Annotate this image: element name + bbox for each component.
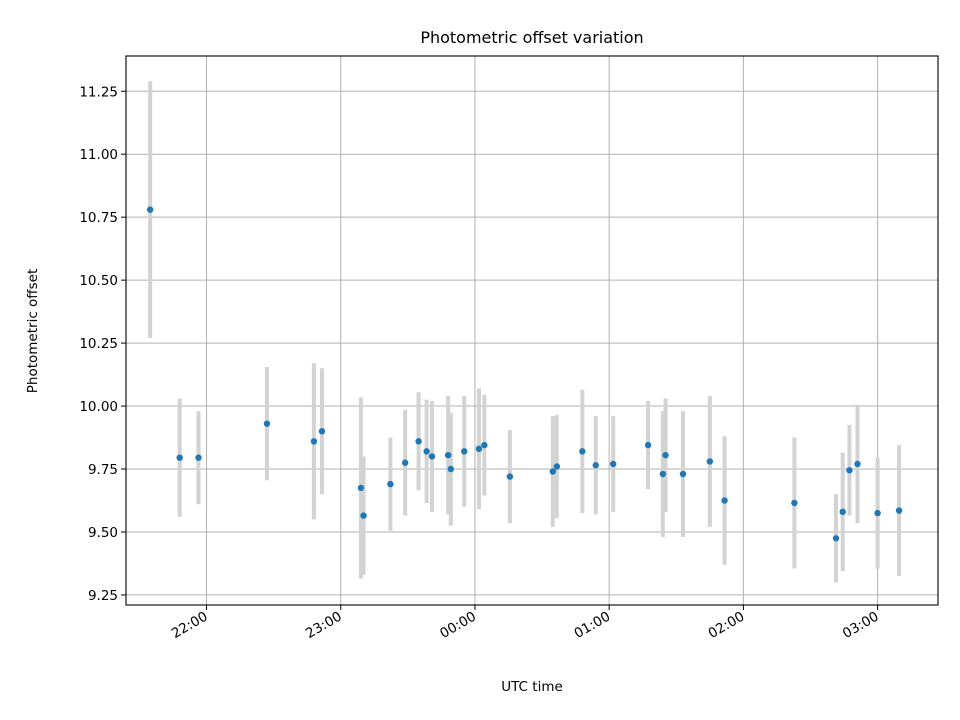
data-point xyxy=(481,441,488,449)
plot-frame xyxy=(125,55,939,606)
data-points xyxy=(146,206,903,542)
data-point xyxy=(461,448,468,455)
data-point xyxy=(263,420,271,427)
y-tick-label: 10.25 xyxy=(79,336,118,352)
y-tick-label: 11.00 xyxy=(79,147,118,163)
data-point xyxy=(579,448,586,455)
data-point xyxy=(318,428,326,435)
y-tick-label: 9.50 xyxy=(88,525,118,541)
y-axis-label: Photometric offset xyxy=(25,269,41,393)
data-point xyxy=(644,441,652,449)
data-point xyxy=(791,499,798,507)
data-point xyxy=(428,453,436,460)
data-point xyxy=(553,463,561,470)
data-point xyxy=(401,459,409,466)
y-tick-label: 11.25 xyxy=(79,84,118,100)
data-point xyxy=(874,509,881,517)
data-point xyxy=(195,454,202,461)
data-point xyxy=(721,497,728,504)
data-point xyxy=(423,448,430,455)
y-tick-label: 9.25 xyxy=(88,588,118,604)
data-point xyxy=(592,462,599,469)
data-point xyxy=(549,468,557,475)
data-point xyxy=(360,512,367,519)
chart-title: Photometric offset variation xyxy=(420,28,643,47)
data-point xyxy=(662,451,669,459)
y-tick-label: 10.50 xyxy=(79,273,118,289)
y-tick-label: 9.75 xyxy=(88,462,118,478)
data-point xyxy=(895,507,903,514)
data-point xyxy=(444,451,452,459)
x-axis-label: UTC time xyxy=(501,679,563,695)
y-tick-label: 10.75 xyxy=(79,210,118,226)
data-point xyxy=(176,454,183,461)
data-point xyxy=(357,484,365,492)
data-point xyxy=(415,438,422,445)
data-point xyxy=(506,473,514,480)
data-point xyxy=(846,467,853,474)
data-point xyxy=(146,206,154,213)
data-point xyxy=(832,535,840,542)
data-point xyxy=(310,438,318,445)
data-point xyxy=(475,445,483,453)
data-point xyxy=(679,470,687,478)
grid xyxy=(126,56,938,605)
data-point xyxy=(610,460,617,468)
data-point xyxy=(387,480,394,488)
data-point xyxy=(447,465,454,473)
data-point xyxy=(659,470,667,478)
data-point xyxy=(706,458,714,465)
data-point xyxy=(854,460,861,468)
y-tick-label: 10.00 xyxy=(79,399,118,415)
data-point xyxy=(839,508,846,516)
